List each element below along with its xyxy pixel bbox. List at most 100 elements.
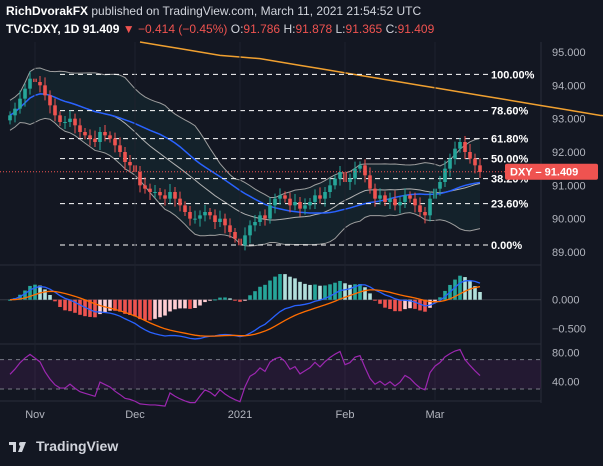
candle-body — [163, 195, 167, 199]
candle — [178, 191, 182, 212]
candle-body — [183, 205, 187, 212]
candle — [8, 111, 12, 125]
candle-body — [298, 202, 302, 209]
candle — [148, 183, 152, 200]
last-price: 91.409 — [82, 22, 120, 36]
candle-body — [243, 235, 247, 246]
author-name[interactable]: RichDvorakFX — [6, 4, 89, 18]
candle — [68, 110, 72, 127]
high-value: 91.878 — [295, 22, 333, 36]
down-arrow-icon: ▼ — [122, 22, 135, 36]
candle — [383, 191, 387, 206]
candle-body — [463, 142, 467, 152]
candle-body — [278, 195, 282, 199]
candle-body — [443, 168, 447, 182]
macd-histogram-bar — [128, 299, 132, 316]
candle — [258, 211, 262, 226]
candle — [173, 187, 177, 207]
symbol-label[interactable]: TVC:DXY, 1D — [6, 22, 80, 36]
candle-body — [23, 88, 27, 99]
time-tick-label: Dec — [125, 409, 145, 421]
macd-histogram-bar — [298, 281, 302, 300]
candle-body — [148, 188, 152, 192]
time-tick-label: Nov — [25, 409, 45, 421]
candle — [188, 206, 192, 226]
macd-histogram-bar — [318, 285, 322, 300]
candle-body — [223, 218, 227, 226]
macd-signal-line — [9, 286, 481, 337]
price-tick-label: 90.000 — [552, 214, 586, 226]
candle-body — [448, 158, 452, 169]
macd-histogram-bar — [238, 299, 242, 302]
candle — [408, 191, 412, 203]
macd-histogram-bar — [323, 285, 327, 300]
candle-body — [408, 195, 412, 199]
macd-histogram-bar — [398, 299, 402, 312]
candle-body — [228, 225, 232, 232]
candle — [378, 188, 382, 205]
candle-body — [358, 165, 362, 169]
candle — [478, 158, 482, 178]
macd-histogram-bar — [478, 291, 482, 300]
candle-body — [138, 172, 142, 186]
macd-histogram-bar — [93, 299, 97, 318]
candle — [363, 159, 367, 183]
candle — [458, 138, 462, 153]
macd-histogram-bar — [23, 290, 27, 300]
fib-level-label: 78.60% — [491, 106, 529, 118]
time-tick-label: Mar — [426, 409, 445, 421]
candle-body — [323, 192, 327, 199]
candle — [213, 209, 217, 229]
candle-body — [393, 198, 397, 206]
candle-body — [438, 182, 442, 189]
macd-histogram-bar — [58, 299, 62, 307]
candle — [103, 125, 107, 142]
moving-average-blue-line — [9, 93, 481, 214]
candle-body — [173, 192, 177, 199]
candle-body — [428, 198, 432, 216]
candle — [108, 131, 112, 143]
candle — [303, 198, 307, 215]
candle-body — [368, 175, 372, 189]
macd-histogram-bar — [168, 299, 172, 312]
macd-histogram-bar — [463, 277, 467, 300]
macd-histogram-bar — [363, 287, 367, 300]
candle — [208, 208, 212, 220]
close-label: C: — [385, 22, 398, 36]
candle — [468, 144, 472, 164]
macd-histogram-bar — [243, 299, 247, 301]
candle — [78, 118, 82, 138]
candle-body — [258, 215, 262, 222]
candle — [273, 193, 277, 214]
macd-histogram-bar — [218, 297, 222, 300]
candle — [198, 210, 202, 227]
candle-body — [453, 148, 457, 159]
macd-histogram-bar — [433, 299, 437, 303]
candle-body — [378, 195, 382, 199]
candle — [203, 205, 207, 222]
macd-histogram-bar — [428, 299, 432, 308]
tradingview-logo[interactable]: TradingView — [8, 438, 118, 454]
macd-histogram-bar — [468, 280, 472, 300]
candle-body — [473, 158, 477, 166]
candle — [418, 197, 422, 217]
moving-average-200-line — [139, 41, 603, 117]
macd-histogram-bar — [258, 286, 262, 300]
macd-histogram-bar — [288, 276, 292, 300]
macd-histogram-bar — [203, 299, 207, 303]
candle-body — [403, 195, 407, 202]
candle — [98, 127, 102, 150]
macd-histogram-bar — [183, 299, 187, 309]
candle-body — [398, 202, 402, 206]
macd-histogram-bar — [373, 299, 377, 301]
macd-histogram-bar — [63, 299, 67, 311]
candle-body — [43, 85, 47, 96]
price-tick-label: 92.000 — [552, 147, 586, 159]
candle-body — [418, 205, 422, 212]
candle-body — [288, 198, 292, 206]
bollinger-upper-line — [9, 67, 481, 199]
candle-body — [98, 132, 102, 142]
candle-body — [128, 162, 132, 166]
fib-level-label: 61.80% — [491, 134, 529, 146]
